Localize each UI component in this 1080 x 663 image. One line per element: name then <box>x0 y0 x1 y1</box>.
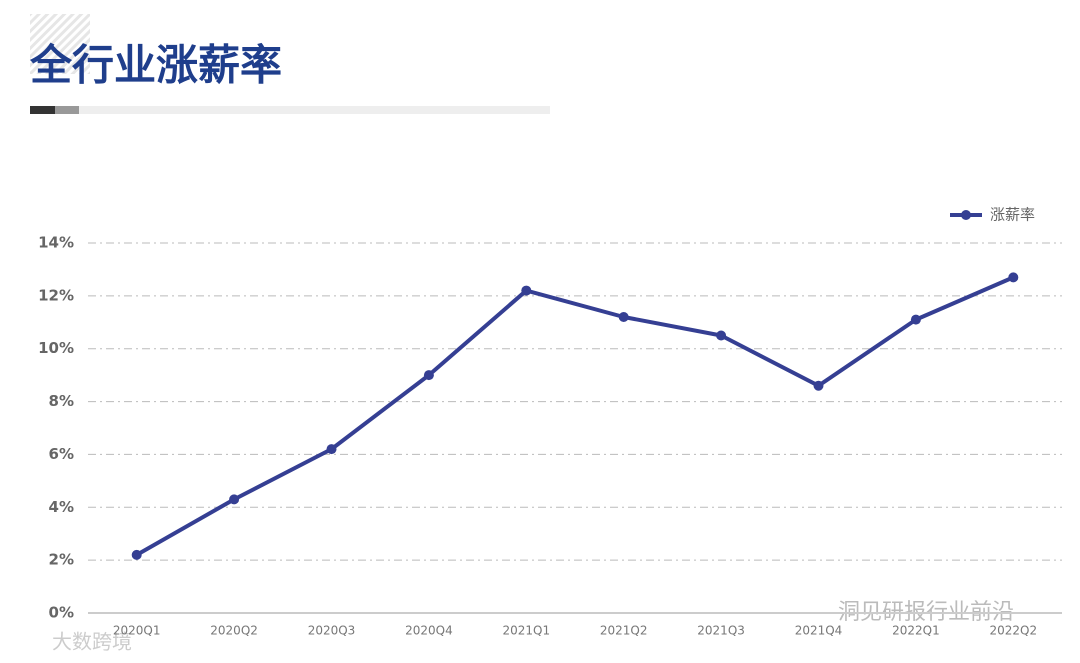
x-tick-label: 2020Q4 <box>405 624 453 638</box>
x-tick-label: 2020Q2 <box>210 624 258 638</box>
y-tick-label: 4% <box>49 498 74 516</box>
point <box>813 380 824 391</box>
x-tick-label: 2020Q1 <box>113 624 161 638</box>
point <box>423 370 434 381</box>
line <box>135 275 1015 557</box>
point <box>910 314 921 325</box>
point <box>131 549 142 560</box>
title-underline <box>30 106 550 114</box>
x-tick-label: 2020Q3 <box>308 624 356 638</box>
point <box>326 444 337 455</box>
point <box>229 494 240 505</box>
point <box>521 285 532 296</box>
y-tick-label: 2% <box>49 551 74 569</box>
x-tick-label: 2021Q3 <box>697 624 745 638</box>
legend-label: 涨薪率 <box>990 206 1035 224</box>
x-tick-label: 2022Q2 <box>989 624 1037 638</box>
x-tick-label: 2022Q1 <box>892 624 940 638</box>
x-tick-label: 2021Q4 <box>795 624 843 638</box>
x-tick-label: 2021Q2 <box>600 624 648 638</box>
point <box>618 312 629 322</box>
y-tick-label: 10% <box>38 339 74 357</box>
legend-marker <box>961 210 971 220</box>
y-tick-label: 8% <box>49 392 74 410</box>
y-tick-label: 0% <box>49 604 74 622</box>
y-tick-label: 14% <box>38 234 74 252</box>
watermark: 大数跨境 <box>52 630 132 654</box>
point <box>716 330 727 341</box>
title-decoration <box>30 14 90 74</box>
title-underline-dark <box>30 106 55 114</box>
chart-title: 全行业涨薪率 <box>29 41 282 90</box>
point <box>1008 272 1019 283</box>
x-tick-label: 2021Q1 <box>502 624 550 638</box>
y-tick-label: 6% <box>49 445 74 463</box>
title-underline-mid <box>55 106 79 114</box>
y-tick-label: 12% <box>38 286 74 304</box>
